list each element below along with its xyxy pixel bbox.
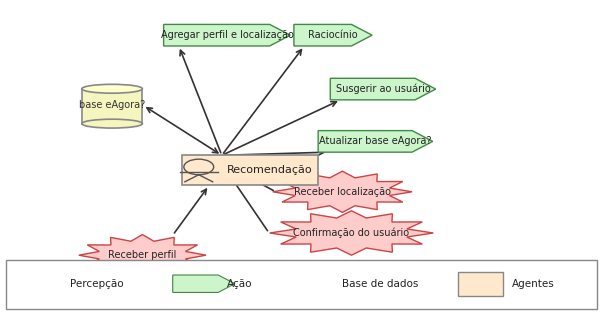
Text: Raciocínio: Raciocínio: [308, 30, 358, 40]
FancyBboxPatch shape: [82, 89, 142, 124]
Text: Receber localização: Receber localização: [294, 187, 391, 197]
Text: base eAgora?: base eAgora?: [79, 100, 145, 110]
Polygon shape: [164, 24, 290, 46]
Text: Receber perfil: Receber perfil: [108, 250, 176, 260]
Ellipse shape: [291, 290, 327, 297]
Text: Agentes: Agentes: [512, 279, 555, 289]
Polygon shape: [330, 78, 436, 100]
Polygon shape: [12, 275, 61, 292]
FancyBboxPatch shape: [6, 260, 597, 309]
Text: Confirmação do usuário: Confirmação do usuário: [293, 228, 410, 238]
Polygon shape: [273, 171, 412, 212]
Text: Susgerir ao usuário: Susgerir ao usuário: [336, 84, 430, 94]
Polygon shape: [318, 131, 433, 152]
Ellipse shape: [82, 119, 142, 128]
Polygon shape: [173, 275, 235, 292]
Polygon shape: [79, 235, 206, 276]
Polygon shape: [270, 211, 433, 255]
Text: Atualizar base eAgora?: Atualizar base eAgora?: [319, 136, 431, 146]
Text: Percepção: Percepção: [70, 279, 123, 289]
Text: Recomendação: Recomendação: [227, 165, 313, 175]
FancyBboxPatch shape: [182, 155, 318, 185]
Ellipse shape: [291, 263, 327, 270]
Text: Base de dados: Base de dados: [342, 279, 419, 289]
FancyBboxPatch shape: [458, 272, 503, 296]
Text: Ação: Ação: [227, 279, 253, 289]
Ellipse shape: [82, 84, 142, 93]
Polygon shape: [294, 24, 372, 46]
FancyBboxPatch shape: [291, 266, 327, 293]
Text: Agregar perfil e localização: Agregar perfil e localização: [161, 30, 293, 40]
